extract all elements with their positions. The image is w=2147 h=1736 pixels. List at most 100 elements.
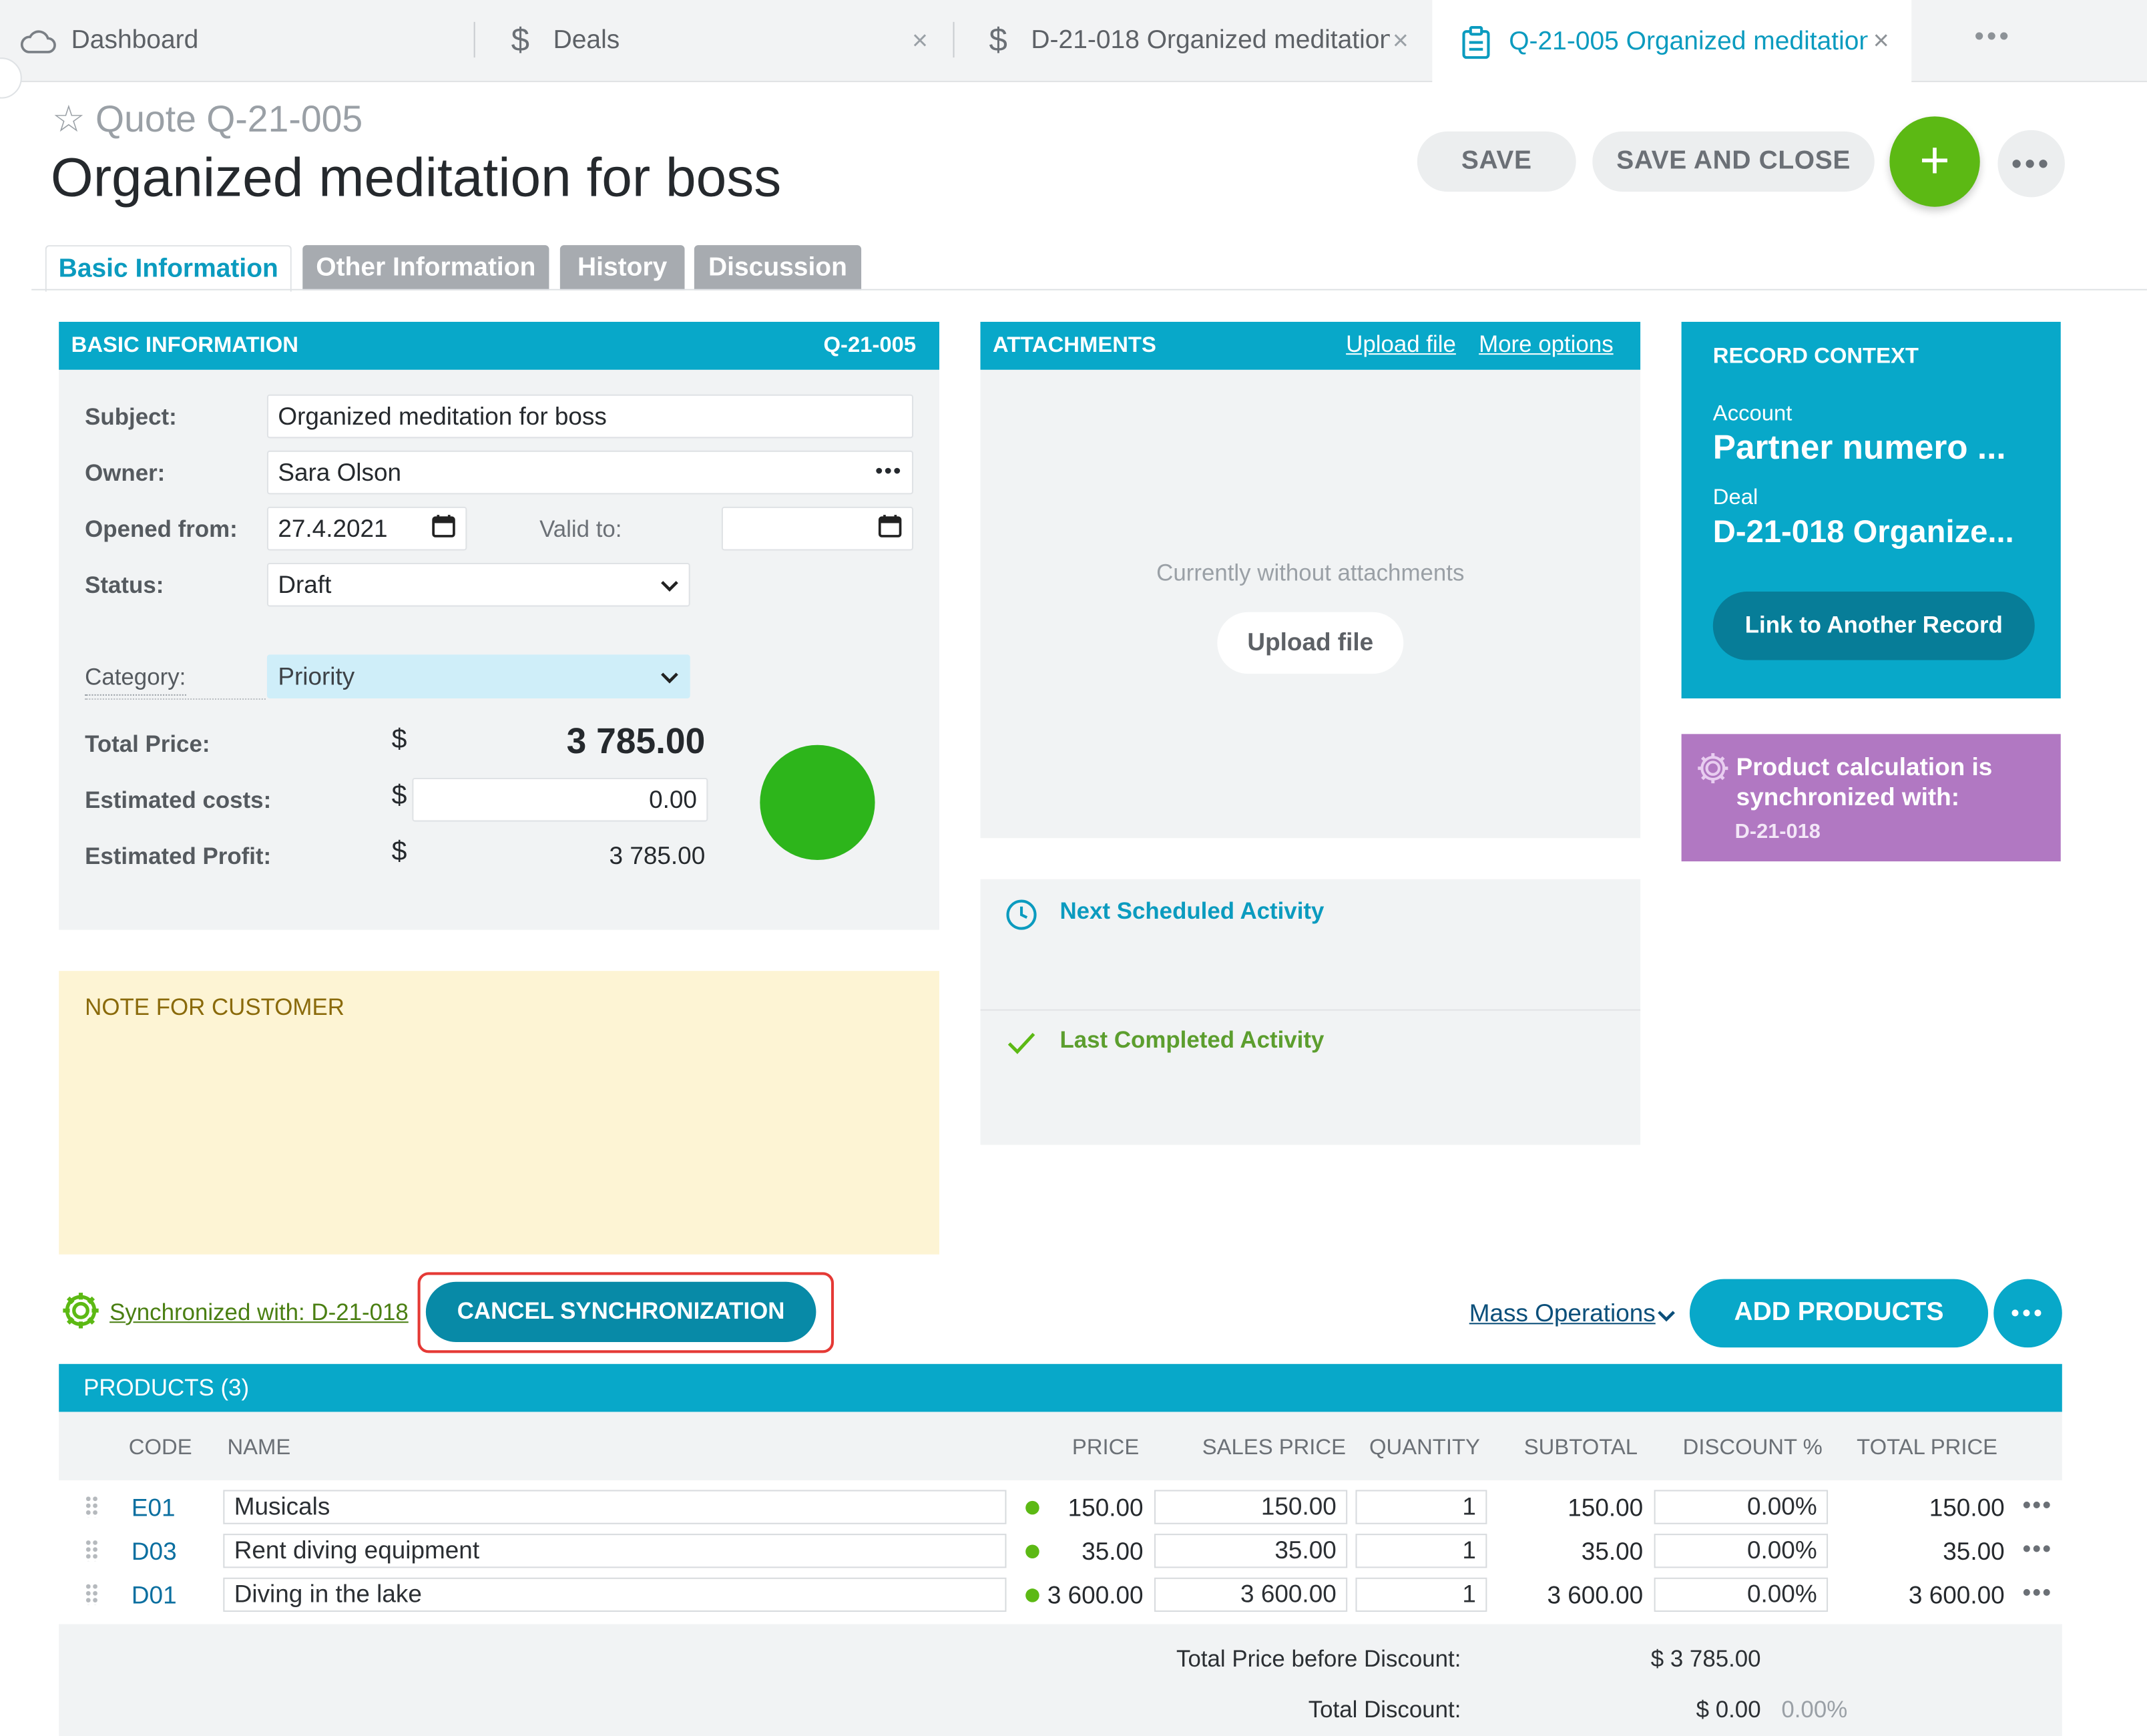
tab-history[interactable]: History — [559, 245, 685, 290]
attachments-header: ATTACHMENTS Upload file More options — [980, 321, 1641, 370]
last-completed-activity[interactable]: Last Completed Activity — [1059, 1027, 1325, 1054]
column-header-subtotal[interactable]: SUBTOTAL — [1523, 1436, 1638, 1460]
tab-other-information[interactable]: Other Information — [302, 245, 549, 290]
close-icon[interactable]: × — [1392, 25, 1409, 56]
tab-bar: Dashboard $ Deals × $ D-21-018 Organized… — [0, 0, 2147, 99]
column-header-quantity[interactable]: QUANTITY — [1369, 1436, 1480, 1460]
tab-basic-information[interactable]: Basic Information — [45, 245, 292, 292]
more-tabs-icon[interactable]: ••• — [1974, 21, 2011, 52]
chevron-down-icon — [660, 570, 680, 599]
profit-indicator — [760, 744, 875, 861]
discount-input[interactable]: 0.00% — [1654, 1534, 1829, 1568]
cancel-synchronization-button[interactable]: CANCEL SYNCHRONIZATION — [425, 1281, 816, 1342]
tab-deal-d21018[interactable]: $ D-21-018 Organized meditation × — [979, 0, 1424, 82]
product-name-input[interactable]: Musicals — [223, 1490, 1007, 1524]
column-header-code[interactable]: CODE — [128, 1436, 192, 1460]
status-label: Status: — [85, 572, 164, 599]
product-code-link[interactable]: D01 — [131, 1581, 177, 1609]
product-name-input[interactable]: Diving in the lake — [223, 1577, 1007, 1612]
close-icon[interactable]: × — [911, 25, 928, 56]
products-more-button[interactable]: ••• — [1993, 1279, 2062, 1348]
status-select[interactable]: Draft — [266, 562, 690, 607]
tab-label: Deals — [553, 25, 620, 55]
calendar-icon[interactable] — [878, 513, 903, 544]
drag-handle-icon[interactable] — [85, 1539, 99, 1562]
add-products-button[interactable]: ADD PRODUCTS — [1689, 1279, 1989, 1348]
note-for-customer-panel[interactable]: NOTE FOR CUSTOMER — [59, 971, 939, 1255]
account-value[interactable]: Partner numero ... — [1712, 428, 2006, 467]
valid-to-label: Valid to: — [539, 516, 622, 543]
column-header-sales-price[interactable]: SALES PRICE — [1202, 1436, 1347, 1460]
column-header-name[interactable]: NAME — [227, 1436, 291, 1460]
discount-input[interactable]: 0.00% — [1654, 1490, 1829, 1524]
valid-to-input[interactable] — [721, 506, 914, 551]
product-code-link[interactable]: E01 — [131, 1494, 176, 1522]
star-icon[interactable]: ☆ — [51, 98, 85, 140]
link-to-another-record-button[interactable]: Link to Another Record — [1712, 592, 2035, 660]
discount-input[interactable]: 0.00% — [1654, 1577, 1829, 1612]
price-status-dot — [1025, 1500, 1039, 1515]
row-more-icon[interactable]: ••• — [2022, 1491, 2053, 1519]
save-and-close-button[interactable]: SAVE AND CLOSE — [1592, 131, 1875, 192]
product-total-price: 3 600.00 — [1908, 1581, 2005, 1609]
row-more-icon[interactable]: ••• — [2022, 1578, 2053, 1606]
quantity-input[interactable]: 1 — [1355, 1534, 1487, 1568]
estimated-costs-input[interactable]: 0.00 — [412, 777, 708, 822]
tab-deals[interactable]: $ Deals × — [501, 0, 939, 82]
owner-lookup-icon[interactable]: ••• — [875, 460, 903, 484]
currency-symbol: $ — [391, 781, 407, 811]
synchronized-with-link[interactable]: Synchronized with: D-21-018 — [109, 1299, 409, 1326]
column-header-discount[interactable]: DISCOUNT % — [1682, 1436, 1823, 1460]
tab-discussion[interactable]: Discussion — [694, 245, 862, 290]
save-button[interactable]: SAVE — [1417, 131, 1576, 192]
tab-label: Q-21-005 Organized meditation — [1509, 26, 1868, 56]
sales-price-input[interactable]: 3 600.00 — [1154, 1577, 1348, 1612]
column-header-total-price[interactable]: TOTAL PRICE — [1857, 1436, 1998, 1460]
empty-attachments-text: Currently without attachments — [1156, 560, 1465, 586]
sales-price-input[interactable]: 150.00 — [1154, 1490, 1348, 1524]
product-subtotal: 150.00 — [1568, 1494, 1644, 1522]
account-label: Account — [1712, 402, 1793, 426]
sales-price-input[interactable]: 35.00 — [1154, 1534, 1348, 1568]
tab-quote-q21005[interactable]: Q-21-005 Organized meditation × — [1432, 0, 1912, 84]
owner-input[interactable]: Sara Olson ••• — [266, 450, 914, 495]
total-discount-value: $ 0.00 — [1696, 1697, 1761, 1723]
tab-label: Dashboard — [71, 25, 199, 55]
mass-operations-link[interactable]: Mass Operations — [1469, 1299, 1656, 1327]
upload-file-link[interactable]: Upload file — [1346, 331, 1456, 358]
tab-dashboard[interactable]: Dashboard — [19, 0, 471, 82]
product-name-input[interactable]: Rent diving equipment — [223, 1534, 1007, 1568]
drag-handle-icon[interactable] — [85, 1495, 99, 1518]
product-code-link[interactable]: D03 — [131, 1538, 177, 1566]
row-more-icon[interactable]: ••• — [2022, 1535, 2053, 1563]
sync-deal-code[interactable]: D-21-018 — [1734, 820, 1821, 844]
close-icon[interactable]: × — [1873, 25, 1889, 57]
calendar-icon[interactable] — [431, 513, 456, 544]
quantity-input[interactable]: 1 — [1355, 1577, 1487, 1612]
next-scheduled-activity[interactable]: Next Scheduled Activity — [1059, 898, 1325, 925]
total-discount-label: Total Discount: — [1308, 1697, 1461, 1723]
products-header: PRODUCTS (3) — [59, 1363, 2062, 1412]
more-actions-button[interactable]: ••• — [1997, 130, 2065, 198]
more-options-link[interactable]: More options — [1479, 331, 1614, 358]
chevron-down-icon[interactable] — [1657, 1305, 1676, 1330]
sync-info-panel: Product calculation is synchronized with… — [1681, 734, 2061, 862]
page-title: Organized meditation for boss — [50, 148, 782, 208]
opened-from-input[interactable]: 27.4.2021 — [266, 506, 467, 551]
gear-icon — [1695, 750, 1730, 793]
drag-handle-icon[interactable] — [85, 1582, 99, 1605]
column-header-price[interactable]: PRICE — [1071, 1436, 1140, 1460]
dollar-icon: $ — [511, 21, 530, 59]
highlight-box — [417, 1272, 834, 1353]
check-icon — [1006, 1027, 1036, 1064]
deal-value[interactable]: D-21-018 Organize... — [1712, 513, 2014, 550]
quantity-input[interactable]: 1 — [1355, 1490, 1487, 1524]
subject-input[interactable]: Organized meditation for boss — [266, 394, 914, 439]
upload-file-button[interactable]: Upload file — [1217, 612, 1404, 674]
currency-symbol: $ — [391, 724, 407, 755]
note-header: NOTE FOR CUSTOMER — [85, 994, 344, 1020]
category-select[interactable]: Priority — [266, 654, 690, 699]
add-button[interactable]: + — [1889, 116, 1980, 207]
record-type-label: Quote Q-21-005 — [95, 98, 363, 140]
owner-label: Owner: — [85, 460, 166, 487]
